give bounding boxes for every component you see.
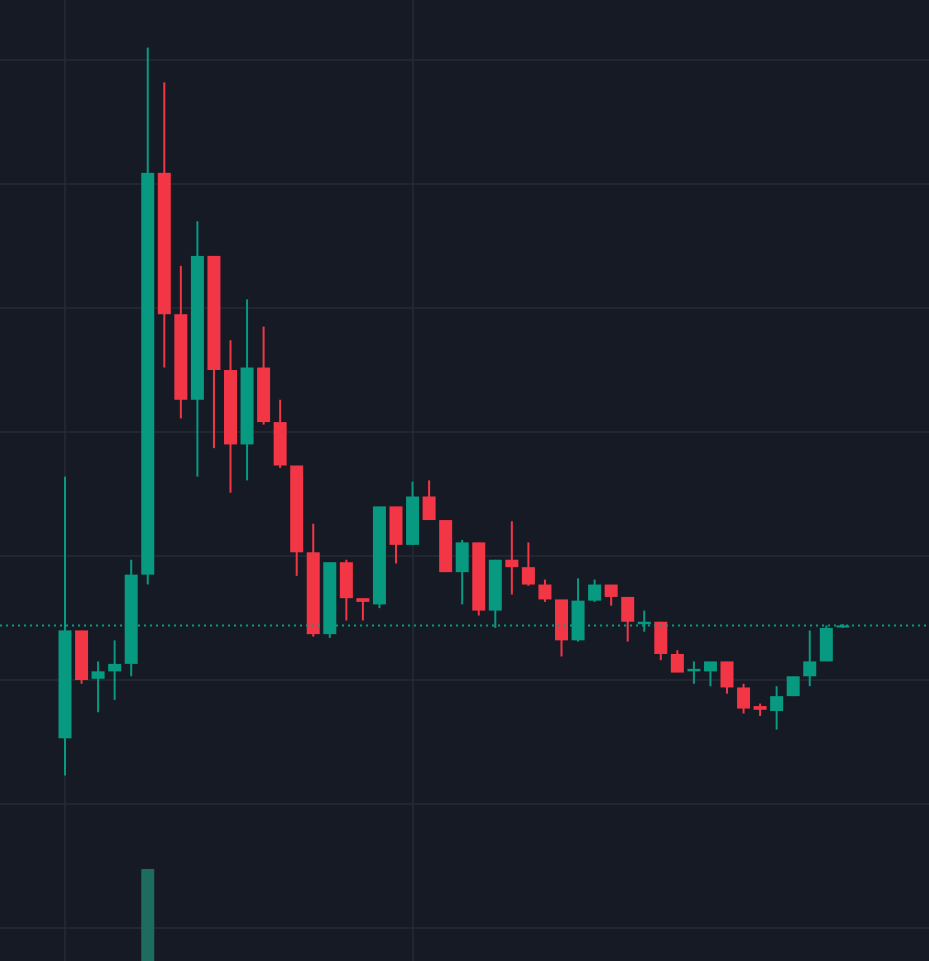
candle-body xyxy=(273,422,287,466)
candle-body xyxy=(455,542,469,573)
candle-body xyxy=(753,706,767,710)
candle-body xyxy=(703,661,717,672)
candle-body xyxy=(588,584,602,601)
candle-body xyxy=(190,255,204,400)
candle-body xyxy=(141,172,155,575)
candle-body xyxy=(406,496,420,545)
volume-bar xyxy=(141,869,155,961)
candle-body xyxy=(157,172,171,315)
candle-body xyxy=(819,627,833,662)
candle-body xyxy=(290,465,304,553)
candle-body xyxy=(439,520,453,573)
candle-body xyxy=(472,542,486,611)
candle-body xyxy=(240,367,254,445)
candle-body xyxy=(720,661,734,688)
candle-body xyxy=(505,559,519,568)
candle-body xyxy=(538,584,552,600)
candle-body xyxy=(389,506,403,545)
candle-body xyxy=(670,653,684,673)
candle-body xyxy=(306,552,320,635)
candle-body xyxy=(770,696,784,712)
candle-body xyxy=(521,567,535,585)
candle-body xyxy=(339,562,353,599)
candle-body xyxy=(604,584,618,597)
candle-body xyxy=(737,687,751,709)
candle-body xyxy=(257,367,271,423)
candle-body xyxy=(422,496,436,521)
candle-body xyxy=(654,621,668,654)
candle-body xyxy=(786,676,800,697)
candle-body xyxy=(803,661,817,677)
candle-body xyxy=(124,574,138,664)
candle-body xyxy=(488,559,502,611)
candle-body xyxy=(836,625,850,628)
candle-body xyxy=(621,596,635,622)
candle-body xyxy=(91,671,105,679)
candle-body xyxy=(108,663,122,672)
candle-body xyxy=(372,506,386,605)
candle-body xyxy=(323,562,337,635)
candle-body xyxy=(571,600,585,641)
candle-body xyxy=(174,314,188,400)
candle-body xyxy=(75,630,89,681)
candle-body xyxy=(58,630,72,739)
candle-body xyxy=(687,668,701,672)
candle-body xyxy=(356,598,370,602)
candle-body xyxy=(555,599,568,641)
candle-body xyxy=(224,370,237,445)
candle-body xyxy=(637,621,651,625)
candle-body xyxy=(207,255,221,371)
